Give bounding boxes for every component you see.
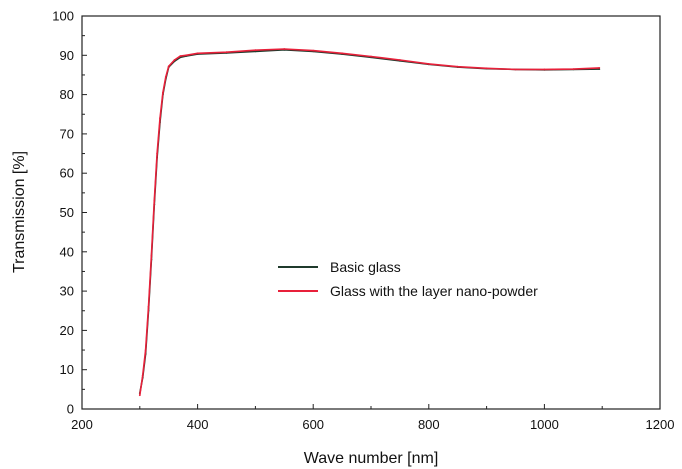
y-tick-label: 80: [60, 87, 74, 102]
y-tick-label: 60: [60, 166, 74, 181]
x-tick-label: 1000: [530, 417, 559, 432]
series-1-point: [173, 59, 176, 61]
series-1-point: [167, 65, 170, 68]
legend-label-basic-glass: Basic glass: [330, 259, 401, 275]
series-1-point: [164, 76, 167, 78]
y-tick-label: 50: [60, 205, 74, 220]
series-line-1: [139, 48, 600, 396]
x-tick-label: 200: [71, 417, 93, 432]
series-1-point: [147, 305, 150, 308]
series-1-point: [514, 68, 517, 71]
series-1-point: [162, 91, 164, 94]
y-tick-label: 100: [52, 9, 74, 24]
y-tick-label: 70: [60, 126, 74, 141]
x-tick-label: 800: [418, 417, 440, 432]
y-tick-label: 20: [60, 323, 74, 338]
legend-label-glass-with-layer: Glass with the layer nano-powder: [330, 283, 538, 299]
series-1-point: [572, 68, 575, 70]
series-1-point: [144, 349, 147, 351]
series-line-0: [139, 49, 600, 394]
y-tick-label: 90: [60, 48, 74, 63]
y-axis-ticks: 0 10 20 30 40 50 60 70 80 90 100: [52, 9, 87, 417]
series-1-point: [156, 152, 159, 155]
series-1-point: [159, 117, 161, 120]
series-layer: [138, 48, 601, 397]
series-1-point: [399, 59, 401, 61]
series-1-point: [456, 65, 459, 68]
series-1-point: [150, 254, 153, 257]
series-1-point: [185, 54, 187, 57]
series-1-point: [196, 52, 199, 55]
x-tick-label: 1200: [646, 417, 675, 432]
series-1-point: [225, 51, 228, 54]
y-tick-label: 0: [67, 402, 74, 417]
y-tick-label: 30: [60, 284, 74, 299]
y-tick-label: 40: [60, 244, 74, 259]
x-axis-title: Wave number [nm]: [304, 450, 439, 467]
x-tick-label: 400: [187, 417, 209, 432]
x-axis-ticks: 200 400 600 800 1000 1200: [71, 404, 674, 432]
series-1-point: [141, 374, 144, 377]
series-1-point: [283, 48, 286, 50]
y-axis-title: Transmission [%]: [11, 151, 28, 273]
series-1-point: [341, 52, 343, 55]
series-1-point: [138, 394, 141, 397]
series-1-point: [254, 49, 257, 52]
series-1-point: [153, 199, 156, 202]
series-1-point: [543, 68, 546, 71]
x-tick-label: 600: [302, 417, 324, 432]
series-1-point: [312, 49, 315, 52]
plot-frame: [81, 15, 661, 410]
legend: Basic glass Glass with the layer nano-po…: [278, 259, 538, 299]
series-1-point: [598, 67, 601, 69]
y-tick-label: 10: [60, 362, 74, 377]
series-1-point: [370, 55, 372, 58]
series-1-point: [485, 67, 488, 70]
series-1-point: [427, 63, 430, 65]
series-1-point: [179, 55, 182, 57]
